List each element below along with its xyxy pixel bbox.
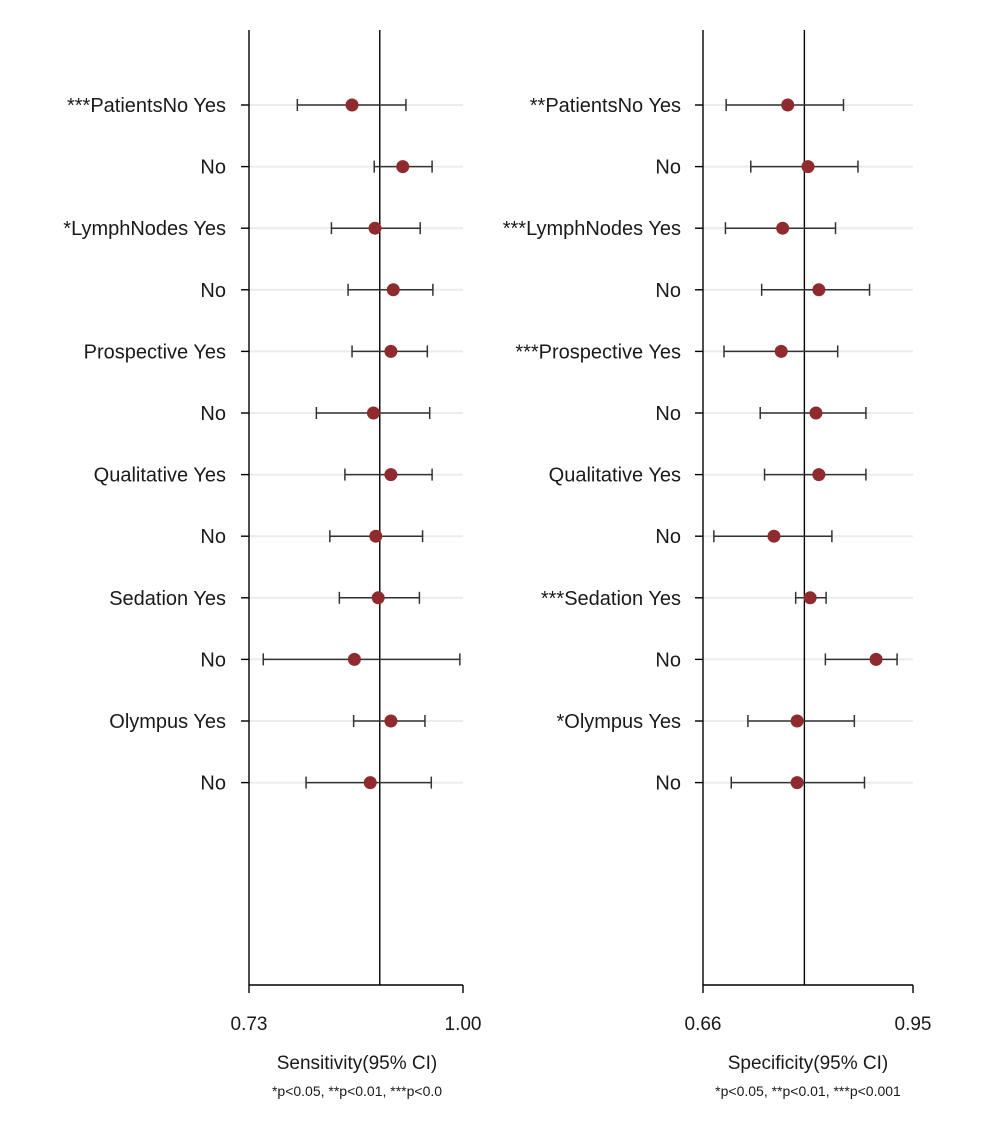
sensitivity-row-label: Prospective Yes xyxy=(84,341,226,363)
specificity-point-estimate xyxy=(781,98,795,112)
sensitivity-x-tick-label: 0.73 xyxy=(231,1014,268,1035)
sensitivity-row-label: No xyxy=(200,157,226,179)
specificity-point-estimate xyxy=(812,283,826,297)
specificity-row-label: ***Prospective Yes xyxy=(515,341,681,363)
specificity-point-estimate xyxy=(869,652,883,666)
sensitivity-point-estimate xyxy=(396,160,410,174)
sensitivity-row-label: ***PatientsNo Yes xyxy=(67,95,226,117)
sensitivity-point-estimate xyxy=(384,344,398,358)
sensitivity-row-label: No xyxy=(200,773,226,795)
specificity-point-estimate xyxy=(774,344,788,358)
specificity-row-label: No xyxy=(655,773,681,795)
specificity-row-label: No xyxy=(655,649,681,671)
specificity-row-label: ***LymphNodes Yes xyxy=(503,218,681,240)
sensitivity-row-label: Sedation Yes xyxy=(109,588,226,610)
sensitivity-row-label: No xyxy=(200,649,226,671)
specificity-row-label: No xyxy=(655,157,681,179)
sensitivity-row-label: No xyxy=(200,280,226,302)
sensitivity-point-estimate xyxy=(363,776,377,790)
sensitivity-point-estimate xyxy=(369,529,383,543)
specificity-point-estimate xyxy=(790,776,804,790)
sensitivity-point-estimate xyxy=(386,283,400,297)
specificity-x-axis-title: Specificity(95% CI) xyxy=(728,1053,889,1074)
specificity-footnote: *p<0.05, **p<0.01, ***p<0.001 xyxy=(715,1083,901,1099)
specificity-row-label: Qualitative Yes xyxy=(549,465,681,487)
specificity-row-label: *Olympus Yes xyxy=(556,711,681,733)
specificity-x-tick-label: 0.66 xyxy=(685,1014,722,1035)
sensitivity-point-estimate xyxy=(366,406,380,420)
specificity-row-label: No xyxy=(655,403,681,425)
specificity-x-tick-label: 0.95 xyxy=(895,1014,932,1035)
sensitivity-point-estimate xyxy=(371,591,385,605)
specificity-point-estimate xyxy=(767,529,781,543)
sensitivity-row-label: Qualitative Yes xyxy=(94,465,226,487)
specificity-row-label: No xyxy=(655,526,681,548)
sensitivity-x-tick-label: 1.00 xyxy=(445,1014,482,1035)
specificity-row-label: No xyxy=(655,280,681,302)
sensitivity-footnote: *p<0.05, **p<0.01, ***p<0.0 xyxy=(272,1083,442,1099)
sensitivity-row-label: *LymphNodes Yes xyxy=(63,218,226,240)
specificity-point-estimate xyxy=(812,468,826,482)
sensitivity-point-estimate xyxy=(384,714,398,728)
specificity-point-estimate xyxy=(790,714,804,728)
sensitivity-point-estimate xyxy=(347,652,361,666)
sensitivity-point-estimate xyxy=(345,98,359,112)
specificity-row-label: **PatientsNo Yes xyxy=(530,95,681,117)
specificity-row-label: ***Sedation Yes xyxy=(541,588,681,610)
sensitivity-row-label: No xyxy=(200,526,226,548)
specificity-point-estimate xyxy=(809,406,823,420)
sensitivity-x-axis-title: Sensitivity(95% CI) xyxy=(277,1053,438,1074)
sensitivity-point-estimate xyxy=(368,221,382,235)
sensitivity-point-estimate xyxy=(384,468,398,482)
sensitivity-row-label: Olympus Yes xyxy=(109,711,226,733)
specificity-point-estimate xyxy=(801,160,815,174)
specificity-point-estimate xyxy=(803,591,817,605)
specificity-point-estimate xyxy=(776,221,790,235)
sensitivity-row-label: No xyxy=(200,403,226,425)
